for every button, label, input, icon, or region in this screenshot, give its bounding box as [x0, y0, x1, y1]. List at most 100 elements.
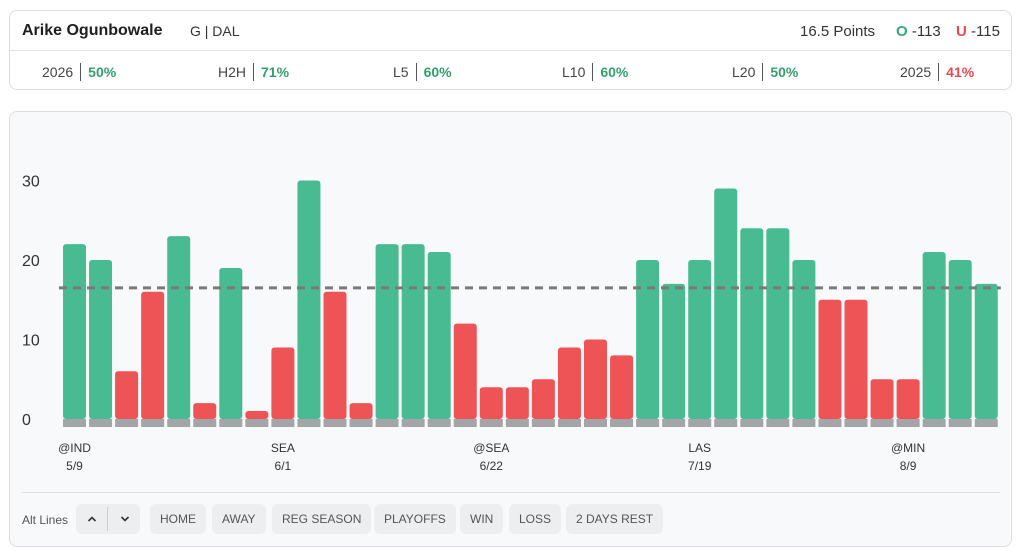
data-bar[interactable]: [427, 252, 451, 419]
data-bar[interactable]: [167, 236, 191, 419]
stat-h2h[interactable]: H2H 71%: [218, 63, 289, 81]
y-tick-label: 30: [22, 174, 40, 191]
data-bar[interactable]: [557, 347, 581, 419]
data-bar[interactable]: [766, 228, 790, 419]
data-bar[interactable]: [63, 244, 86, 419]
data-bar[interactable]: [297, 180, 321, 420]
bar-base: [766, 419, 790, 427]
data-bar[interactable]: [349, 403, 373, 419]
bar-base: [375, 419, 399, 427]
data-bar[interactable]: [193, 403, 217, 419]
stat-label: 2026: [42, 64, 74, 80]
game-log-bar-chart: 0 10 20 30 @IND 5/9 SEA 6/1 @SEA 6/22 LAS 7/19 @MIN 8…: [22, 174, 1001, 473]
bar-base: [115, 419, 139, 427]
data-bar[interactable]: [662, 283, 686, 419]
filter-home[interactable]: HOME: [150, 504, 206, 534]
x-tick-date: 7/19: [688, 459, 712, 473]
data-bar[interactable]: [688, 260, 712, 419]
stat-l5[interactable]: L5 60%: [393, 63, 452, 81]
data-bar[interactable]: [531, 379, 555, 419]
data-bar[interactable]: [115, 371, 139, 419]
data-bar[interactable]: [323, 291, 347, 419]
bar-base: [141, 419, 165, 427]
alt-line-down-button[interactable]: [109, 504, 140, 534]
bar-base: [63, 419, 86, 427]
data-bar[interactable]: [453, 323, 477, 419]
data-bar[interactable]: [610, 355, 634, 419]
bar-base: [167, 419, 191, 427]
stat-label: L10: [562, 64, 586, 80]
filter-2-days-rest[interactable]: 2 DAYS REST: [566, 504, 664, 534]
stat-divider: [415, 63, 417, 81]
stat-divider: [938, 63, 940, 81]
data-bar[interactable]: [948, 260, 972, 419]
data-bar[interactable]: [896, 379, 920, 419]
y-tick-label: 10: [22, 333, 40, 350]
data-bar[interactable]: [401, 244, 425, 419]
player-position-team: G | DAL: [190, 23, 240, 39]
data-bar[interactable]: [505, 387, 529, 419]
x-tick-opponent: @IND: [58, 441, 91, 455]
data-bar[interactable]: [89, 260, 113, 419]
over-odds-button[interactable]: O -113: [896, 23, 941, 40]
under-odds-button[interactable]: U -115: [956, 23, 1000, 40]
data-bar[interactable]: [479, 387, 503, 419]
filter-divider: [22, 492, 1000, 493]
over-letter: O: [896, 23, 908, 40]
bar-base: [948, 419, 972, 427]
filter-playoffs[interactable]: PLAYOFFS: [374, 504, 456, 534]
under-letter: U: [956, 23, 967, 40]
bar-base: [557, 419, 581, 427]
bar-base: [193, 419, 217, 427]
filter-loss[interactable]: LOSS: [509, 504, 562, 534]
filter-win[interactable]: WIN: [460, 504, 504, 534]
bar-base: [453, 419, 477, 427]
stat-value: 41%: [946, 64, 975, 80]
data-bar[interactable]: [870, 379, 894, 419]
stat-2026[interactable]: 2026 50%: [42, 63, 116, 81]
stepper-divider: [107, 507, 108, 531]
bar-base: [922, 419, 946, 427]
data-bar[interactable]: [271, 347, 295, 419]
data-bar[interactable]: [844, 299, 868, 419]
x-tick-date: 6/1: [275, 459, 292, 473]
data-bar[interactable]: [636, 260, 660, 419]
bar-base: [792, 419, 816, 427]
data-bar[interactable]: [245, 411, 269, 419]
x-tick-date: 5/9: [66, 459, 83, 473]
filter-reg-season[interactable]: REG SEASON: [272, 504, 372, 534]
data-bar[interactable]: [740, 228, 764, 419]
data-bar[interactable]: [141, 291, 165, 419]
data-bar[interactable]: [584, 339, 607, 420]
bar-base: [714, 419, 738, 427]
stat-value: 50%: [88, 64, 117, 80]
data-bar[interactable]: [792, 260, 816, 419]
stat-label: 2025: [900, 64, 932, 80]
data-bar[interactable]: [974, 283, 998, 419]
chevron-down-icon: [120, 516, 129, 522]
x-tick-date: 8/9: [900, 459, 917, 473]
data-bar[interactable]: [818, 299, 842, 419]
stat-l10[interactable]: L10 60%: [562, 63, 628, 81]
stat-l20[interactable]: L20 50%: [732, 63, 798, 81]
data-bar[interactable]: [922, 252, 946, 419]
x-tick-opponent: LAS: [688, 441, 711, 455]
data-bar[interactable]: [375, 244, 399, 419]
bar-base: [584, 419, 607, 427]
y-tick-label: 0: [22, 412, 31, 429]
player-name[interactable]: Arike Ogunbowale: [22, 22, 163, 39]
alt-lines-stepper: [76, 504, 140, 534]
game-log-chart-card: 0 10 20 30 @IND 5/9 SEA 6/1 @SEA 6/22 LAS 7/19 @MIN 8…: [9, 111, 1012, 547]
data-bar[interactable]: [714, 188, 738, 419]
stat-2025[interactable]: 2025 41%: [900, 63, 974, 81]
bar-base: [974, 419, 998, 427]
prop-line-label: 16.5 Points: [800, 23, 876, 40]
bar-base: [896, 419, 920, 427]
stat-divider: [592, 63, 594, 81]
bar-base: [271, 419, 295, 427]
x-tick-opponent: @MIN: [891, 441, 925, 455]
data-bar[interactable]: [219, 267, 243, 419]
alt-lines-label: Alt Lines: [22, 513, 69, 527]
alt-line-up-button[interactable]: [76, 504, 107, 534]
filter-away[interactable]: AWAY: [212, 504, 266, 534]
